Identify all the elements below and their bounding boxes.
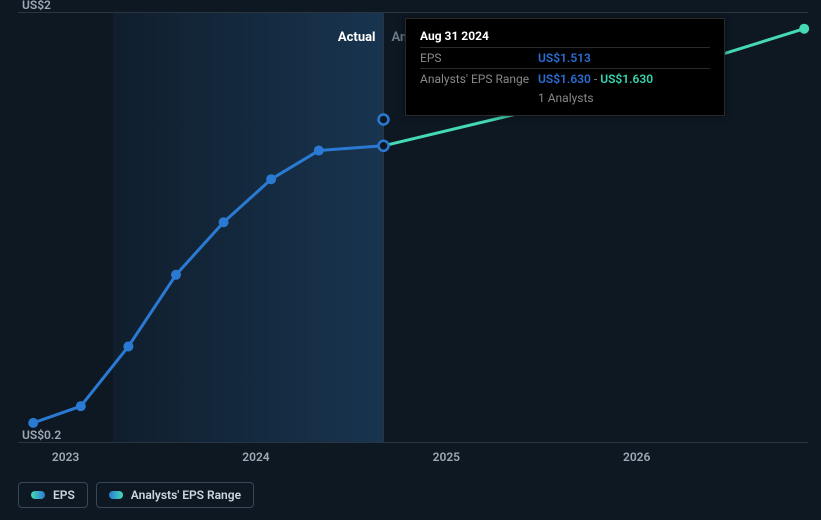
eps-joint-marker[interactable] [378, 141, 388, 151]
legend-swatch [109, 491, 123, 499]
eps-actual-point[interactable] [76, 401, 86, 411]
eps-actual-line [33, 146, 383, 423]
legend-swatch [31, 491, 45, 499]
legend-item[interactable]: EPS [18, 482, 88, 508]
legend-item[interactable]: Analysts' EPS Range [96, 482, 254, 508]
eps-chart: US$0.2US$2ActualAnalysts Forecasts202320… [0, 0, 821, 520]
eps-actual-point[interactable] [219, 217, 229, 227]
x-axis-label: 2023 [52, 450, 79, 464]
eps-forecast-point[interactable] [799, 24, 809, 34]
tooltip-value: US$1.513 [538, 51, 591, 65]
legend: EPS Analysts' EPS Range [18, 482, 254, 508]
tooltip-title: Aug 31 2024 [420, 29, 710, 43]
eps-actual-point[interactable] [123, 341, 133, 351]
tooltip-key: Analysts' EPS Range [420, 72, 538, 86]
tooltip-row: EPSUS$1.513 [420, 47, 710, 68]
eps-actual-point[interactable] [171, 270, 181, 280]
eps-highlight-marker[interactable] [378, 115, 388, 125]
tooltip-key: EPS [420, 51, 538, 65]
x-axis-label: 2026 [623, 450, 650, 464]
legend-label: Analysts' EPS Range [131, 488, 241, 502]
tooltip-subtext: 1 Analysts [538, 89, 710, 105]
gridline [18, 442, 808, 443]
tooltip-row: Analysts' EPS RangeUS$1.630 - US$1.630 [420, 68, 710, 89]
x-axis-label: 2024 [242, 450, 269, 464]
eps-actual-point[interactable] [314, 146, 324, 156]
x-axis-label: 2025 [433, 450, 460, 464]
eps-actual-point[interactable] [266, 174, 276, 184]
y-axis-label: US$2 [22, 0, 51, 12]
tooltip-range: US$1.630 - US$1.630 [538, 72, 653, 86]
legend-label: EPS [53, 488, 75, 502]
chart-tooltip: Aug 31 2024 EPSUS$1.513Analysts' EPS Ran… [405, 18, 725, 116]
eps-actual-point[interactable] [28, 418, 38, 428]
